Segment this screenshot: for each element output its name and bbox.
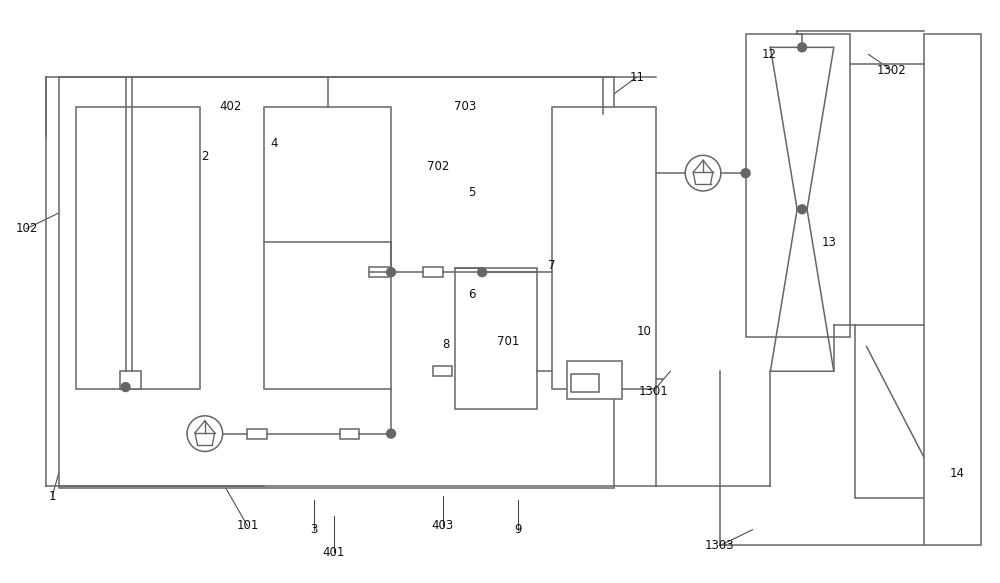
Text: 8: 8 [442,338,449,351]
Text: 702: 702 [427,160,450,173]
Circle shape [187,416,223,451]
Text: 13: 13 [821,236,836,249]
Bar [369,267,389,277]
Text: 9: 9 [514,523,522,536]
Text: 102: 102 [15,222,38,235]
Text: 10: 10 [636,325,651,338]
Text: 701: 701 [497,335,519,348]
Text: 7: 7 [548,259,555,272]
Text: 101: 101 [236,519,259,532]
Text: 2: 2 [201,150,209,163]
Bar [423,267,443,277]
Text: 1303: 1303 [705,539,735,552]
Text: 1301: 1301 [639,385,668,398]
Circle shape [741,168,750,178]
Bar [552,107,656,389]
Circle shape [387,268,396,277]
Text: 11: 11 [629,71,644,83]
Bar [924,34,981,545]
Text: 1: 1 [49,490,56,503]
Circle shape [798,205,807,214]
Text: 1302: 1302 [876,64,906,76]
Bar [120,371,141,389]
Bar [340,429,359,438]
Bar [247,429,267,438]
Bar [746,34,850,336]
Bar [571,374,599,392]
Circle shape [478,268,487,277]
Bar [76,107,200,389]
Text: 12: 12 [762,48,777,61]
Text: 4: 4 [270,137,278,150]
Bar [264,107,391,389]
Text: 402: 402 [219,100,242,113]
Text: 3: 3 [310,523,317,536]
Circle shape [685,155,721,191]
Text: 703: 703 [454,100,476,113]
Text: 5: 5 [469,187,476,199]
Bar [455,268,537,409]
Bar [855,325,946,498]
Text: 6: 6 [469,289,476,301]
Circle shape [121,382,130,392]
Circle shape [387,429,396,438]
Text: 401: 401 [322,546,345,559]
Text: 403: 403 [431,519,454,532]
Bar [567,361,622,399]
Bar [59,77,614,488]
Bar [433,366,452,376]
Text: 14: 14 [950,467,965,480]
Circle shape [798,43,807,52]
